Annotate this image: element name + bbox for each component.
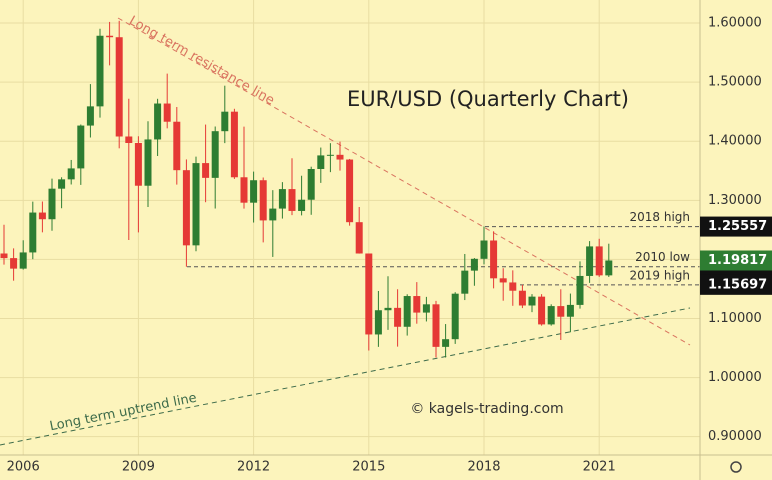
uptrend-line xyxy=(0,307,691,446)
candle-body xyxy=(394,307,402,327)
candle-body xyxy=(211,131,219,178)
y-tick-label: 1.50000 xyxy=(708,75,762,90)
x-tick-label: 2015 xyxy=(352,460,385,475)
resistance-line xyxy=(117,17,691,346)
settings-icon[interactable] xyxy=(730,461,742,473)
candle-body xyxy=(0,253,8,259)
candle-body xyxy=(384,307,392,311)
price-box-label: 1.15697 xyxy=(708,277,767,292)
candle-body xyxy=(173,121,181,171)
candle-body xyxy=(499,278,507,283)
candle-body xyxy=(605,260,613,276)
candle-body xyxy=(432,304,440,347)
candle-body xyxy=(29,212,37,253)
candle-body xyxy=(518,290,526,306)
candle-body xyxy=(38,212,46,220)
candle-body xyxy=(307,169,315,200)
x-tick-label: 2021 xyxy=(583,460,616,475)
y-tick-label: 1.60000 xyxy=(708,16,762,31)
candle-body xyxy=(576,275,584,305)
y-tick-label: 0.90000 xyxy=(708,429,762,444)
price-box xyxy=(700,216,772,237)
y-tick-label: 1.40000 xyxy=(708,134,762,149)
candle-body xyxy=(192,163,200,246)
candle-body xyxy=(86,106,94,126)
candle-body xyxy=(326,154,334,156)
candle-body xyxy=(288,189,296,211)
candle-body xyxy=(230,111,238,178)
candle-body xyxy=(374,310,382,335)
candle-body xyxy=(125,136,133,143)
candle-body xyxy=(403,296,411,327)
candle-body xyxy=(557,306,565,317)
candle-body xyxy=(528,296,536,306)
candle-body xyxy=(566,304,574,317)
candle-body xyxy=(269,208,277,221)
level-name: 2010 low xyxy=(635,250,690,264)
candle-body xyxy=(298,199,306,211)
candle-body xyxy=(547,306,555,325)
candle-body xyxy=(355,222,363,254)
candle-body xyxy=(365,253,373,335)
candle-body xyxy=(413,296,421,313)
candle-body xyxy=(134,143,142,186)
candle-body xyxy=(480,240,488,259)
last-price-label: 1.19817 xyxy=(708,253,767,268)
candle-body xyxy=(278,189,286,209)
candle-body xyxy=(77,125,85,169)
candle-body xyxy=(470,258,478,271)
candle-body xyxy=(106,35,114,38)
x-tick-label: 2012 xyxy=(237,460,270,475)
candle-body xyxy=(509,282,517,291)
candle-body xyxy=(10,258,18,269)
candle-body xyxy=(422,304,430,313)
candle-body xyxy=(595,246,603,276)
candle-body xyxy=(19,252,27,269)
candle-body xyxy=(317,155,325,169)
last-price-box xyxy=(700,250,772,271)
candle-body xyxy=(182,170,190,246)
candle-body xyxy=(490,240,498,279)
candle-body xyxy=(48,188,56,220)
candle-body xyxy=(202,163,210,178)
candle-body xyxy=(144,139,152,186)
candle-body xyxy=(240,177,248,203)
candle-body xyxy=(250,180,258,203)
price-box xyxy=(700,274,772,295)
candle-body xyxy=(163,103,171,122)
candle-body xyxy=(259,180,267,221)
candle-body xyxy=(58,179,66,189)
candle-body xyxy=(154,103,162,140)
y-tick-label: 1.10000 xyxy=(708,311,762,326)
x-tick-label: 2006 xyxy=(7,460,40,475)
candle-body xyxy=(67,168,75,180)
candle-body xyxy=(442,339,450,347)
candle-body xyxy=(346,159,354,223)
x-tick-label: 2018 xyxy=(467,460,500,475)
y-tick-label: 1.30000 xyxy=(708,193,762,208)
candle-body xyxy=(586,246,594,276)
watermark: © kagels-trading.com xyxy=(410,401,563,417)
level-name: 2019 high xyxy=(629,268,690,282)
level-name: 2018 high xyxy=(629,210,690,224)
candle-body xyxy=(221,111,229,132)
price-box-label: 1.25557 xyxy=(708,219,767,234)
chart-title: EUR/USD (Quarterly Chart) xyxy=(347,87,629,111)
candle-body xyxy=(96,35,104,107)
candle-body xyxy=(336,154,344,160)
y-tick-label: 1.00000 xyxy=(708,370,762,385)
candle-body xyxy=(461,270,469,294)
candle-body xyxy=(538,296,546,325)
candle-body xyxy=(451,293,459,340)
x-tick-label: 2009 xyxy=(122,460,155,475)
candles xyxy=(0,20,613,358)
candle-body xyxy=(115,37,123,137)
